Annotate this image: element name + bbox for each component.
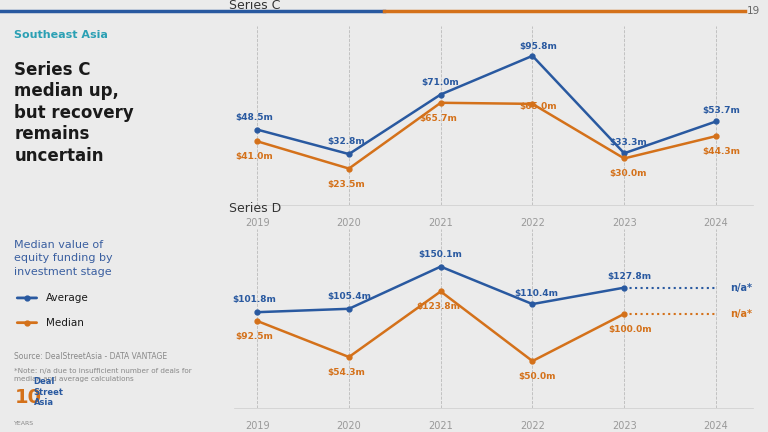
Text: $23.5m: $23.5m (327, 180, 365, 189)
Text: 19: 19 (747, 6, 760, 16)
Text: Series C
median up,
but recovery
remains
uncertain: Series C median up, but recovery remains… (15, 60, 134, 165)
Text: $53.7m: $53.7m (703, 106, 740, 115)
Text: Series C: Series C (229, 0, 280, 12)
Text: Median: Median (46, 318, 84, 327)
Text: $33.3m: $33.3m (610, 138, 647, 147)
Text: $44.3m: $44.3m (703, 147, 740, 156)
Text: $105.4m: $105.4m (327, 292, 371, 301)
Text: $92.5m: $92.5m (236, 332, 273, 341)
Text: $127.8m: $127.8m (607, 272, 652, 281)
Text: Southeast Asia: Southeast Asia (15, 30, 108, 40)
Text: Average: Average (46, 293, 89, 303)
Text: 10: 10 (15, 388, 41, 407)
Text: n/a*: n/a* (730, 283, 752, 292)
Text: Series D: Series D (229, 202, 281, 215)
Text: Median value of
equity funding by
investment stage: Median value of equity funding by invest… (15, 240, 113, 276)
Text: Deal
Street
Asia: Deal Street Asia (34, 378, 64, 407)
Text: $32.8m: $32.8m (327, 137, 365, 146)
Text: $71.0m: $71.0m (422, 78, 459, 87)
Text: $100.0m: $100.0m (608, 325, 651, 334)
Text: $48.5m: $48.5m (236, 113, 273, 122)
Text: $65.7m: $65.7m (419, 114, 457, 123)
Text: $101.8m: $101.8m (233, 295, 276, 305)
Text: $50.0m: $50.0m (518, 372, 555, 381)
Text: $150.1m: $150.1m (419, 250, 462, 259)
Text: $123.8m: $123.8m (416, 302, 460, 311)
Text: $41.0m: $41.0m (236, 152, 273, 161)
Text: $30.0m: $30.0m (610, 169, 647, 178)
Text: n/a*: n/a* (730, 309, 752, 319)
Text: $110.4m: $110.4m (515, 289, 558, 298)
Text: *Note: n/a due to insufficient number of deals for
median and average calculatio: *Note: n/a due to insufficient number of… (15, 368, 192, 382)
Text: Source: DealStreetAsia - DATA VANTAGE: Source: DealStreetAsia - DATA VANTAGE (15, 352, 167, 361)
Text: $54.3m: $54.3m (327, 368, 365, 377)
Text: $95.8m: $95.8m (519, 42, 557, 51)
Text: YEARS: YEARS (15, 421, 35, 426)
Text: $65.0m: $65.0m (519, 102, 557, 111)
